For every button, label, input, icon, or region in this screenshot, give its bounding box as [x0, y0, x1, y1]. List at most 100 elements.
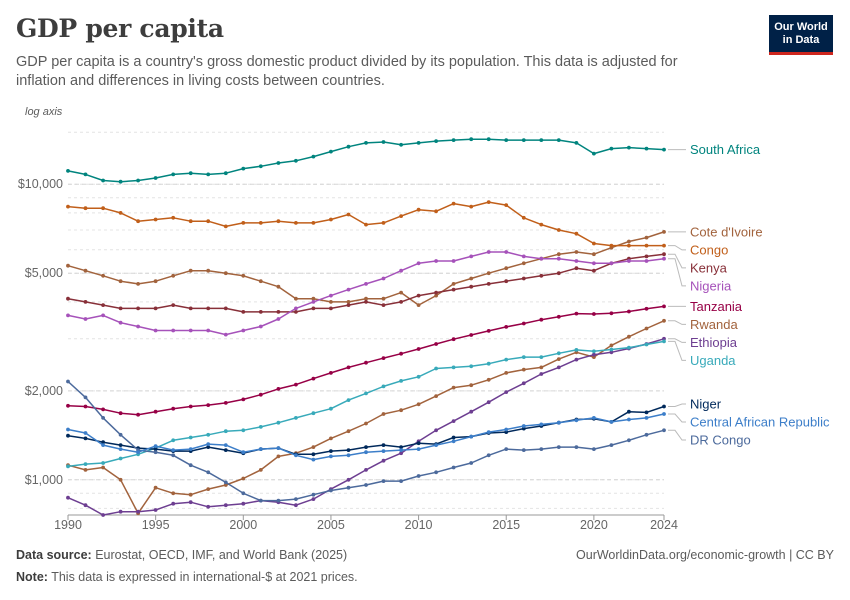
data-point — [83, 172, 88, 177]
data-point — [258, 468, 263, 472]
data-point — [329, 300, 333, 304]
data-point — [346, 477, 351, 482]
data-point — [206, 268, 211, 273]
source-link[interactable]: OurWorldinData.org/economic-growth | CC … — [576, 548, 834, 562]
data-point — [556, 357, 561, 361]
data-point — [416, 447, 421, 451]
data-point — [486, 377, 491, 382]
data-point — [258, 324, 263, 329]
label-connector — [668, 429, 686, 441]
series-label-tanzania: Tanzania — [690, 299, 743, 314]
data-point — [346, 303, 351, 307]
data-point — [206, 445, 211, 449]
data-point — [662, 147, 666, 152]
data-point — [434, 139, 438, 144]
data-point — [153, 485, 158, 490]
data-point — [311, 306, 316, 311]
data-point — [451, 287, 456, 292]
data-point — [381, 276, 386, 281]
data-point — [469, 364, 474, 369]
series-label-south-africa: South Africa — [690, 142, 761, 157]
data-point — [118, 211, 123, 215]
data-point — [574, 311, 579, 316]
data-point — [399, 268, 403, 273]
data-point — [399, 479, 403, 483]
data-point — [188, 435, 193, 440]
data-point — [504, 371, 509, 375]
data-point — [188, 306, 193, 311]
data-point — [381, 449, 386, 453]
logo-line-1: Our World — [774, 20, 828, 33]
data-point — [609, 311, 614, 316]
data-point — [346, 287, 351, 292]
data-point — [83, 468, 88, 472]
series-label-ethiopia: Ethiopia — [690, 335, 738, 350]
data-point — [504, 447, 509, 451]
data-point — [294, 453, 298, 458]
data-point — [241, 221, 246, 225]
data-point — [381, 384, 386, 389]
data-point — [592, 268, 596, 273]
data-point — [241, 450, 246, 455]
data-point — [153, 409, 158, 414]
owid-logo[interactable]: Our World in Data — [769, 15, 833, 55]
data-point — [574, 357, 579, 362]
data-point — [521, 254, 526, 259]
data-point — [662, 243, 666, 248]
data-point — [101, 313, 105, 318]
data-point — [539, 317, 544, 322]
data-point — [434, 394, 438, 398]
data-point — [504, 325, 509, 329]
data-point — [521, 261, 526, 266]
data-point — [416, 207, 421, 212]
data-point — [83, 404, 88, 409]
label-connector — [668, 338, 686, 343]
data-point — [556, 365, 561, 370]
data-point — [574, 231, 579, 236]
data-point — [451, 337, 456, 342]
data-point — [66, 433, 70, 438]
data-point — [556, 256, 561, 261]
data-point — [241, 273, 246, 278]
data-point — [118, 443, 123, 447]
data-point — [118, 306, 123, 311]
data-point — [276, 310, 281, 314]
data-point — [644, 326, 649, 331]
data-point — [469, 137, 474, 142]
data-point — [451, 259, 456, 263]
data-point — [223, 443, 228, 447]
data-point — [136, 219, 141, 224]
data-point — [451, 365, 456, 370]
data-point — [451, 435, 456, 440]
data-point — [644, 410, 649, 415]
data-point — [66, 427, 70, 432]
data-point — [346, 448, 351, 452]
data-point — [66, 379, 70, 384]
data-point — [153, 447, 158, 451]
data-point — [276, 454, 281, 459]
data-point — [662, 230, 666, 234]
data-point — [556, 252, 561, 257]
data-point — [171, 453, 176, 458]
data-point — [609, 350, 614, 355]
data-point — [66, 313, 70, 318]
data-point — [66, 263, 70, 268]
data-point — [521, 321, 526, 326]
data-point — [486, 361, 491, 366]
data-point — [451, 282, 456, 286]
data-point — [521, 138, 526, 143]
data-point — [206, 470, 211, 475]
page-title: GDP per capita — [16, 14, 224, 43]
data-point — [574, 250, 579, 254]
data-point — [609, 347, 614, 352]
x-tick-label: 1995 — [142, 518, 170, 532]
label-connector — [668, 258, 686, 287]
data-point — [83, 317, 88, 321]
data-point — [346, 144, 351, 149]
data-point — [556, 445, 561, 449]
data-point — [101, 407, 105, 412]
data-point — [364, 282, 368, 286]
label-connector — [668, 403, 686, 407]
data-point — [83, 300, 88, 304]
data-point — [434, 443, 438, 447]
